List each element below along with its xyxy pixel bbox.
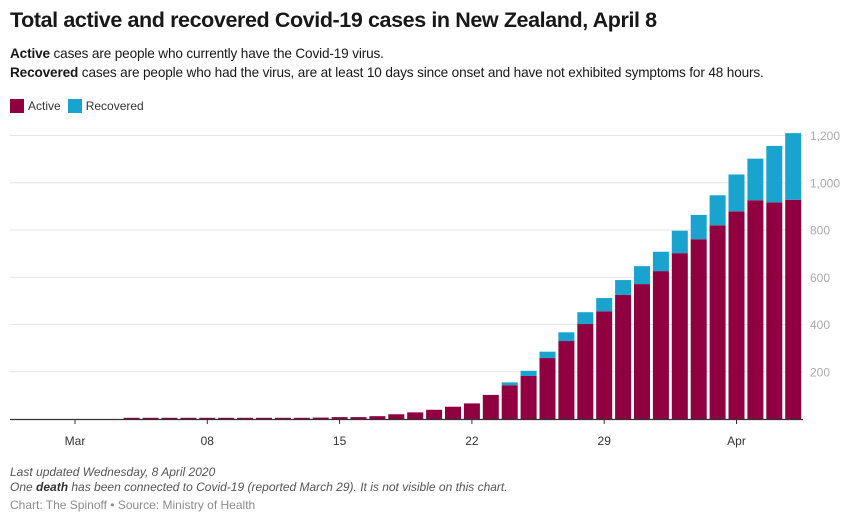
last-updated: Last updated Wednesday, 8 April 2020: [10, 465, 216, 479]
x-tick-label: Mar: [65, 434, 86, 448]
bar-active[interactable]: [558, 341, 575, 419]
death-note-bold: death: [36, 480, 69, 494]
x-tick-label: 22: [465, 434, 479, 448]
description-active: Active cases are people who currently ha…: [10, 44, 764, 63]
x-tick-label: 15: [333, 434, 347, 448]
bar-active[interactable]: [785, 199, 802, 419]
x-tick-label: 29: [598, 434, 612, 448]
bar-active[interactable]: [596, 311, 613, 419]
legend-label-active: Active: [28, 99, 61, 113]
bar-active[interactable]: [426, 409, 443, 419]
x-axis: Mar 08 15 22 29 Apr: [10, 418, 803, 448]
bar-recovered[interactable]: [596, 298, 613, 312]
bar-active[interactable]: [539, 358, 556, 419]
bar-active[interactable]: [728, 211, 745, 419]
bar-active[interactable]: [237, 417, 254, 419]
bar-recovered[interactable]: [709, 195, 726, 226]
bar-active[interactable]: [709, 225, 726, 419]
legend-item-active[interactable]: Active: [10, 99, 61, 113]
bar-recovered[interactable]: [634, 266, 650, 285]
x-tick-label: Apr: [727, 434, 746, 448]
bar-active[interactable]: [274, 417, 291, 419]
bar-active[interactable]: [123, 417, 140, 419]
bar-active[interactable]: [747, 200, 764, 419]
gridlines: [10, 135, 803, 373]
bars: [123, 133, 802, 419]
bar-active[interactable]: [369, 416, 386, 419]
description-active-text: cases are people who currently have the …: [49, 46, 384, 61]
bar-active[interactable]: [671, 253, 688, 419]
death-note: One death has been connected to Covid-19…: [10, 480, 508, 495]
bar-active[interactable]: [350, 417, 367, 419]
bar-recovered[interactable]: [539, 351, 556, 359]
bar-active[interactable]: [652, 271, 669, 419]
bar-active[interactable]: [445, 406, 461, 419]
bar-recovered[interactable]: [728, 174, 745, 212]
description-active-term: Active: [10, 46, 50, 61]
bar-recovered[interactable]: [671, 230, 688, 254]
description-recovered-term: Recovered: [10, 65, 79, 80]
bar-active[interactable]: [520, 376, 537, 419]
bar-active[interactable]: [218, 417, 235, 419]
chart-title: Total active and recovered Covid-19 case…: [10, 8, 657, 32]
bar-active[interactable]: [501, 385, 518, 419]
bar-active[interactable]: [482, 394, 499, 419]
bar-active[interactable]: [463, 403, 480, 419]
legend: Active Recovered: [10, 99, 151, 113]
bar-active[interactable]: [577, 324, 594, 419]
chart-description: Active cases are people who currently ha…: [10, 44, 764, 82]
y-axis-labels: 200 400 600 800 1,000 1,200: [810, 129, 840, 379]
bar-active[interactable]: [312, 417, 329, 419]
footer-notes: Last updated Wednesday, 8 April 2020 One…: [10, 465, 508, 495]
death-note-pre: One: [10, 480, 37, 494]
bar-recovered[interactable]: [766, 145, 783, 203]
bar-recovered[interactable]: [690, 214, 707, 240]
y-tick-label: 600: [810, 271, 830, 285]
bar-active[interactable]: [634, 284, 650, 419]
bar-recovered[interactable]: [558, 332, 575, 342]
bar-recovered[interactable]: [615, 280, 632, 295]
legend-swatch-recovered: [67, 99, 82, 113]
bar-recovered[interactable]: [501, 382, 518, 386]
death-note-post: has been connected to Covid-19 (reported…: [68, 480, 508, 494]
legend-item-recovered[interactable]: Recovered: [67, 99, 144, 113]
bar-recovered[interactable]: [747, 158, 764, 201]
bar-active[interactable]: [199, 417, 216, 419]
y-tick-label: 800: [810, 224, 830, 238]
y-tick-label: 200: [810, 365, 830, 379]
bar-active[interactable]: [293, 417, 310, 419]
y-tick-label: 1,200: [810, 129, 840, 143]
bar-recovered[interactable]: [652, 251, 669, 272]
bar-active[interactable]: [407, 412, 424, 419]
bar-active[interactable]: [142, 417, 159, 419]
bar-recovered[interactable]: [785, 133, 802, 200]
bar-recovered[interactable]: [520, 370, 537, 377]
legend-label-recovered: Recovered: [85, 99, 144, 113]
x-tick-label: 08: [201, 434, 215, 448]
bar-active[interactable]: [766, 202, 783, 419]
y-tick-label: 400: [810, 318, 830, 332]
description-recovered-text: cases are people who had the virus, are …: [78, 65, 764, 80]
bar-active[interactable]: [690, 239, 707, 419]
y-tick-label: 1,000: [810, 176, 840, 190]
bar-chart: Mar 08 15 22 29 Apr 200 400 600 800 1,000 1,200: [10, 129, 840, 448]
source-credit: Chart: The Spinoff • Source: Ministry of…: [10, 498, 256, 512]
bar-active[interactable]: [388, 414, 405, 419]
description-recovered: Recovered cases are people who had the v…: [10, 63, 764, 82]
bar-recovered[interactable]: [577, 312, 594, 325]
legend-swatch-active: [10, 99, 24, 113]
bar-active[interactable]: [180, 417, 197, 419]
bar-active[interactable]: [256, 417, 272, 419]
bar-active[interactable]: [331, 417, 348, 419]
bar-active[interactable]: [161, 417, 178, 419]
bar-active[interactable]: [615, 294, 632, 419]
